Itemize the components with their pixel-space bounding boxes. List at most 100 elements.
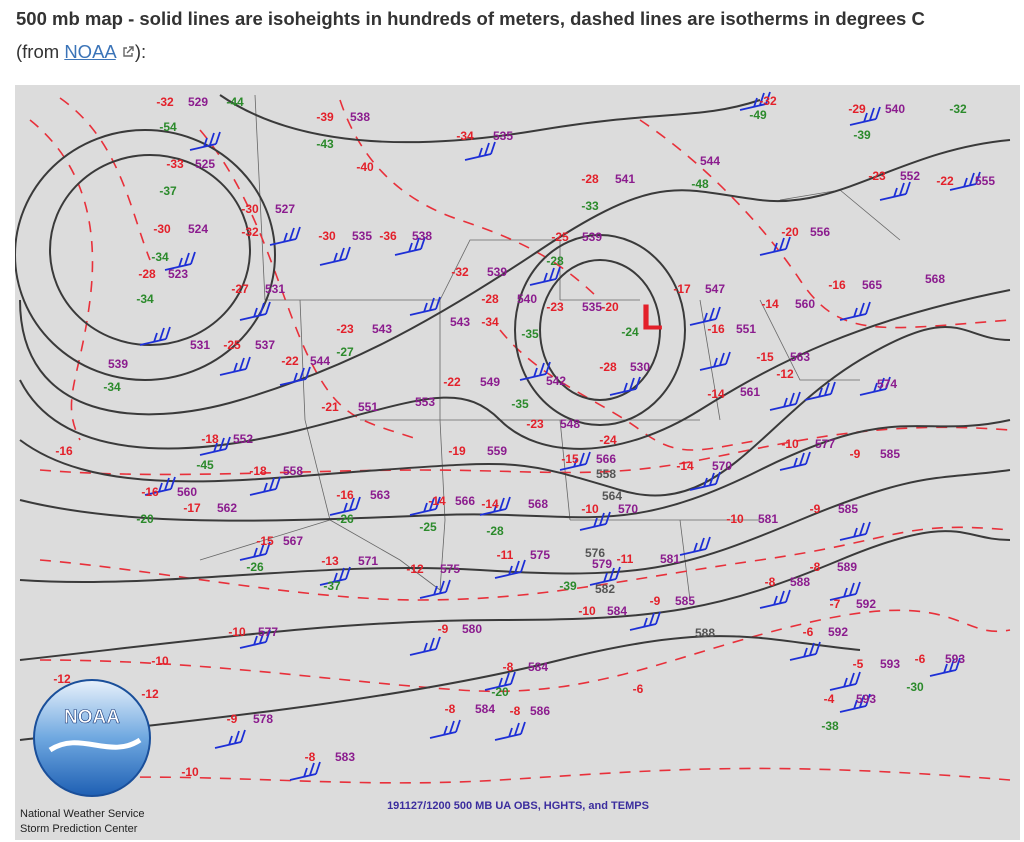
station-label: -33 (581, 199, 599, 213)
station-label: -8 (510, 704, 521, 718)
station-label: -7 (830, 597, 841, 611)
station-label: 541 (615, 172, 635, 186)
station-label: -16 (828, 278, 846, 292)
station-label: 556 (810, 225, 830, 239)
station-label: -8 (765, 575, 776, 589)
station-label: -10 (228, 625, 246, 639)
station-label: 558 (596, 467, 616, 481)
station-label: -9 (810, 502, 821, 516)
wind-barb (319, 566, 351, 586)
station-label: -37 (159, 184, 177, 198)
station-label: -32 (156, 95, 174, 109)
station-label: 531 (265, 282, 285, 296)
station-label: 562 (217, 501, 237, 515)
wind-barb (214, 729, 246, 749)
station-label: -10 (726, 512, 744, 526)
station-label: -9 (438, 622, 449, 636)
station-label: 525 (195, 157, 215, 171)
station-label: 551 (358, 400, 378, 414)
station-label: 583 (335, 750, 355, 764)
wind-barb (464, 141, 496, 161)
station-label: 568 (925, 272, 945, 286)
wind-barb (519, 361, 551, 381)
station-label: -45 (196, 458, 214, 472)
station-label: -11 (497, 548, 514, 562)
source-link[interactable]: NOAA (64, 41, 116, 62)
station-label: -4 (824, 692, 835, 706)
wind-barb (409, 636, 441, 656)
wind-barb (394, 236, 426, 256)
station-label: -12 (406, 562, 424, 576)
wind-barb (689, 306, 721, 326)
station-label: -14 (481, 497, 499, 511)
noaa-logo: NOAA (33, 679, 151, 797)
wind-barb (579, 511, 611, 531)
station-label: 530 (630, 360, 650, 374)
station-label: -8 (305, 750, 316, 764)
station-label: 539 (582, 230, 602, 244)
station-label: 582 (595, 582, 615, 596)
station-label: -10 (181, 765, 199, 779)
map-background (15, 85, 1020, 840)
station-label: 524 (188, 222, 208, 236)
station-label: -20 (601, 300, 619, 314)
station-label: -16 (141, 485, 159, 499)
station-label: -10 (781, 437, 799, 451)
station-label: -8 (445, 702, 456, 716)
station-label: -28 (599, 360, 617, 374)
station-label: -5 (853, 657, 864, 671)
station-label: -54 (159, 120, 177, 134)
station-label: -34 (481, 315, 499, 329)
station-label: 531 (190, 338, 210, 352)
wind-barb (409, 496, 441, 516)
station-label: -9 (227, 712, 238, 726)
logo-org: National Weather Service (20, 808, 145, 820)
wind-barbs (139, 91, 981, 781)
station-label: 540 (517, 292, 537, 306)
station-label: -22 (281, 354, 299, 368)
station-label: -29 (848, 102, 866, 116)
logo-text: NOAA (64, 707, 120, 728)
station-label: 552 (233, 432, 253, 446)
wind-barb (804, 381, 836, 401)
station-label: 559 (487, 444, 507, 458)
station-label: 537 (255, 338, 275, 352)
station-label: -15 (256, 534, 274, 548)
station-label: -37 (323, 579, 341, 593)
station-label: -23 (526, 417, 544, 431)
heading: 500 mb map - solid lines are isoheights … (16, 8, 925, 29)
wind-barb (759, 589, 791, 609)
station-label: -38 (821, 719, 839, 733)
station-label: -21 (321, 400, 339, 414)
station-labels: -32 529 -44 -54 -33 525 -37 -30 524 -34 -28 523 -34 5… (53, 94, 995, 779)
wind-barb (219, 356, 251, 376)
station-label: -28 (138, 267, 156, 281)
station-label: 577 (258, 625, 278, 639)
station-label: -20 (136, 512, 154, 526)
station-label: -34 (103, 380, 121, 394)
station-label: -15 (561, 452, 579, 466)
station-label: 549 (480, 375, 500, 389)
station-label: -39 (853, 128, 871, 142)
station-label: 553 (415, 395, 435, 409)
station-label: -12 (776, 367, 794, 381)
station-label: 543 (372, 322, 392, 336)
station-label: -6 (803, 625, 814, 639)
station-label: -32 (451, 265, 469, 279)
wind-barb (239, 541, 271, 561)
station-label: 574 (877, 377, 897, 391)
station-label: 558 (283, 464, 303, 478)
wind-barb (529, 266, 561, 286)
station-label: 593 (880, 657, 900, 671)
station-label: 584 (528, 660, 548, 674)
wind-barb (279, 366, 311, 386)
wind-barb (419, 579, 451, 599)
station-label: 548 (560, 417, 580, 431)
station-label: -23 (546, 300, 564, 314)
station-label: -27 (231, 282, 249, 296)
station-label: 581 (660, 552, 680, 566)
station-label: 529 (188, 95, 208, 109)
station-label: -32 (759, 94, 777, 108)
station-label: -23 (868, 169, 886, 183)
station-label: -16 (55, 444, 73, 458)
